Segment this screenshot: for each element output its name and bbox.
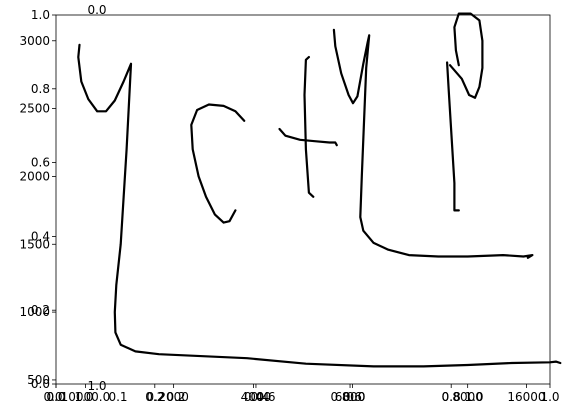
overlay-misc-label-10: 1.0 — [464, 390, 483, 404]
x-tick-label-1: 10000.0 — [61, 390, 111, 404]
x-tick-label-4: 6000 — [335, 390, 366, 404]
overlay-inner-bottom-label-0: 1.0 — [87, 379, 106, 393]
series-stroke-5 — [332, 28, 534, 259]
overlay-left-label-3: 0.6 — [31, 156, 50, 170]
overlay-bottom-label-5: 1.0 — [540, 390, 559, 404]
overlay-top-label-0: 0.0 — [87, 3, 106, 17]
overlay-misc-label-0: 0.0 — [43, 390, 62, 404]
overlay-bottom-label-3: 0.6 — [343, 390, 362, 404]
overlay-misc-label-1: 1.0 — [74, 390, 93, 404]
overlay-left-label-1: 0.2 — [31, 303, 50, 317]
y-tick-label-1: 1000 — [19, 305, 50, 319]
overlay-left-label-5: 1.0 — [31, 8, 50, 22]
plot-frame — [55, 14, 551, 385]
overlay-left-label-2: 0.4 — [31, 229, 50, 243]
series-stroke-6 — [446, 61, 460, 212]
x-tick-label-2: 2000 — [158, 390, 189, 404]
y-tick-label-2: 1500 — [19, 237, 50, 251]
overlay-misc-label-6: 0.6 — [256, 390, 275, 404]
overlay-misc-label-3: 0.2 — [146, 390, 165, 404]
overlay-misc-label-5: 0.4 — [250, 390, 269, 404]
x-tick-label-6: 16000 — [507, 390, 545, 404]
series-stroke-2 — [190, 103, 246, 224]
x-tick-label-3: 4000 — [241, 390, 272, 404]
series-stroke-1 — [77, 43, 562, 368]
overlay-bottom-label-4: 0.8 — [442, 390, 461, 404]
overlay-misc-label-2: 0.1 — [108, 390, 127, 404]
overlay-left-label-4: 0.8 — [31, 82, 50, 96]
y-tick-label-0: 500 — [27, 373, 50, 387]
y-tick-label-4: 2500 — [19, 102, 50, 116]
series-stroke-4 — [303, 55, 315, 198]
ticks-layer — [52, 14, 551, 388]
overlay-misc-label-8: 0.0 — [346, 390, 365, 404]
y-tick-label-3: 2000 — [19, 169, 50, 183]
overlay-bottom-label-0: 0.0 — [46, 390, 65, 404]
series-stroke-3 — [278, 127, 338, 147]
overlay-bottom-label-2: 0.4 — [244, 390, 263, 404]
overlay-bottom-label-1: 0.2 — [145, 390, 164, 404]
overlay-left-label-0: 0.0 — [31, 377, 50, 391]
overlay-misc-label-4: 0.2 — [166, 390, 185, 404]
x-tick-label-5: 8000 — [452, 390, 483, 404]
overlay-misc-label-9: 0.8 — [441, 390, 460, 404]
y-tick-label-5: 3000 — [19, 34, 50, 48]
series-layer — [77, 12, 562, 368]
x-tick-label-0: 0.0 — [46, 390, 65, 404]
overlay-misc-label-7: 0.8 — [330, 390, 349, 404]
series-stroke-7 — [448, 12, 484, 99]
